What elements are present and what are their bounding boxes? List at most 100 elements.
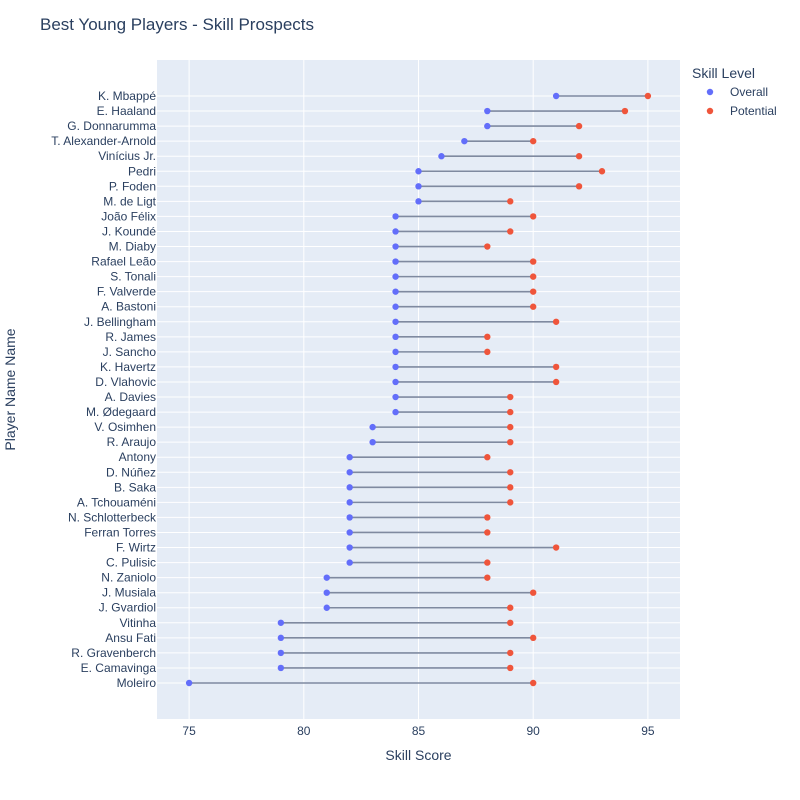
overall-point — [277, 619, 285, 626]
overall-point — [346, 469, 353, 476]
x-tick-label: 85 — [412, 724, 426, 738]
overall-point — [346, 544, 353, 551]
potential-point — [507, 423, 514, 431]
y-tick-label: N. Zaniolo — [101, 571, 156, 585]
potential-point — [529, 213, 537, 220]
overall-point — [323, 574, 330, 581]
potential-point — [484, 333, 491, 341]
overall-point — [369, 423, 376, 431]
overall-point — [277, 664, 285, 672]
y-tick-label: A. Bastoni — [101, 300, 156, 314]
y-tick-label: F. Valverde — [97, 285, 156, 299]
legend-label: Potential — [730, 104, 777, 118]
potential-point — [529, 258, 537, 265]
y-tick-label: Ferran Torres — [84, 525, 156, 539]
potential-point — [507, 484, 514, 491]
overall-point — [392, 318, 399, 325]
overall-point — [415, 183, 422, 190]
y-tick-label: E. Haaland — [97, 104, 156, 118]
potential-point — [529, 679, 537, 687]
potential-point — [507, 469, 514, 476]
potential-point — [529, 137, 537, 145]
potential-point — [598, 168, 606, 175]
overall-point — [346, 454, 353, 461]
y-tick-label: K. Havertz — [100, 360, 156, 374]
legend-item-potential[interactable]: Potential — [706, 104, 777, 118]
overall-point — [346, 499, 353, 506]
y-tick-label: P. Foden — [109, 179, 156, 193]
overall-point — [323, 604, 330, 611]
overall-point — [438, 153, 445, 160]
y-tick-label: J. Gvardiol — [99, 601, 156, 615]
x-tick-label: 95 — [641, 724, 655, 738]
legend-item-overall[interactable]: Overall — [706, 85, 768, 99]
overall-point — [346, 484, 353, 491]
y-tick-label: M. de Ligt — [103, 194, 156, 208]
y-tick-label: M. Diaby — [109, 240, 156, 254]
y-tick-label: D. Vlahovic — [95, 375, 156, 389]
overall-point — [392, 243, 399, 250]
y-tick-label: N. Schlotterbeck — [68, 510, 157, 524]
y-tick-label: C. Pulisic — [106, 556, 156, 570]
y-tick-label: J. Sancho — [103, 345, 157, 359]
y-tick-label: A. Davies — [105, 390, 156, 404]
legend-marker — [706, 88, 714, 96]
potential-point — [552, 363, 560, 371]
legend-title: Skill Level — [692, 65, 755, 81]
potential-point — [621, 107, 629, 115]
data-points — [185, 92, 652, 687]
overall-point — [552, 92, 560, 100]
y-tick-label: J. Musiala — [102, 586, 156, 600]
legend-label: Overall — [730, 85, 768, 99]
overall-point — [392, 408, 399, 416]
x-axis-title: Skill Score — [385, 747, 451, 763]
potential-point — [484, 243, 491, 250]
overall-point — [392, 213, 399, 220]
overall-point — [392, 258, 399, 265]
y-tick-label: Ansu Fati — [105, 631, 156, 645]
x-tick-label: 90 — [527, 724, 541, 738]
potential-point — [507, 198, 514, 205]
potential-point — [484, 348, 491, 356]
overall-point — [484, 107, 491, 115]
x-tick-label: 75 — [182, 724, 196, 738]
y-tick-label: D. Núñez — [106, 465, 156, 479]
y-tick-label: A. Tchouaméni — [77, 495, 156, 509]
y-tick-label: B. Saka — [114, 480, 156, 494]
connector-lines — [189, 95, 648, 684]
potential-point — [529, 589, 537, 596]
chart-title: Best Young Players - Skill Prospects — [40, 15, 314, 34]
potential-point — [529, 634, 537, 642]
legend[interactable]: Skill Level Overall Potential — [692, 65, 777, 118]
potential-point — [484, 529, 491, 536]
potential-point — [529, 303, 537, 310]
potential-point — [484, 559, 491, 566]
overall-point — [369, 438, 376, 446]
overall-point — [346, 529, 353, 536]
potential-point — [575, 122, 583, 130]
y-tick-label: F. Wirtz — [116, 541, 156, 555]
potential-point — [552, 378, 560, 386]
potential-point — [644, 92, 652, 100]
overall-point — [415, 198, 422, 205]
potential-point — [529, 288, 537, 295]
potential-point — [507, 228, 514, 235]
potential-point — [575, 183, 583, 190]
overall-point — [277, 649, 285, 657]
potential-point — [552, 318, 560, 325]
y-tick-label: S. Tonali — [110, 270, 156, 284]
legend-items[interactable]: Overall Potential — [706, 85, 777, 118]
y-tick-label: T. Alexander-Arnold — [51, 134, 156, 148]
y-tick-label: G. Donnarumma — [67, 119, 156, 133]
potential-point — [507, 438, 514, 446]
y-tick-label: Moleiro — [117, 676, 157, 690]
y-tick-label: R. James — [105, 330, 156, 344]
y-tick-label: M. Ødegaard — [86, 405, 156, 419]
overall-point — [392, 363, 399, 371]
y-tick-label: R. Araujo — [107, 435, 157, 449]
overall-point — [461, 137, 468, 145]
overall-point — [415, 168, 422, 175]
potential-point — [507, 604, 514, 611]
overall-point — [392, 348, 399, 356]
